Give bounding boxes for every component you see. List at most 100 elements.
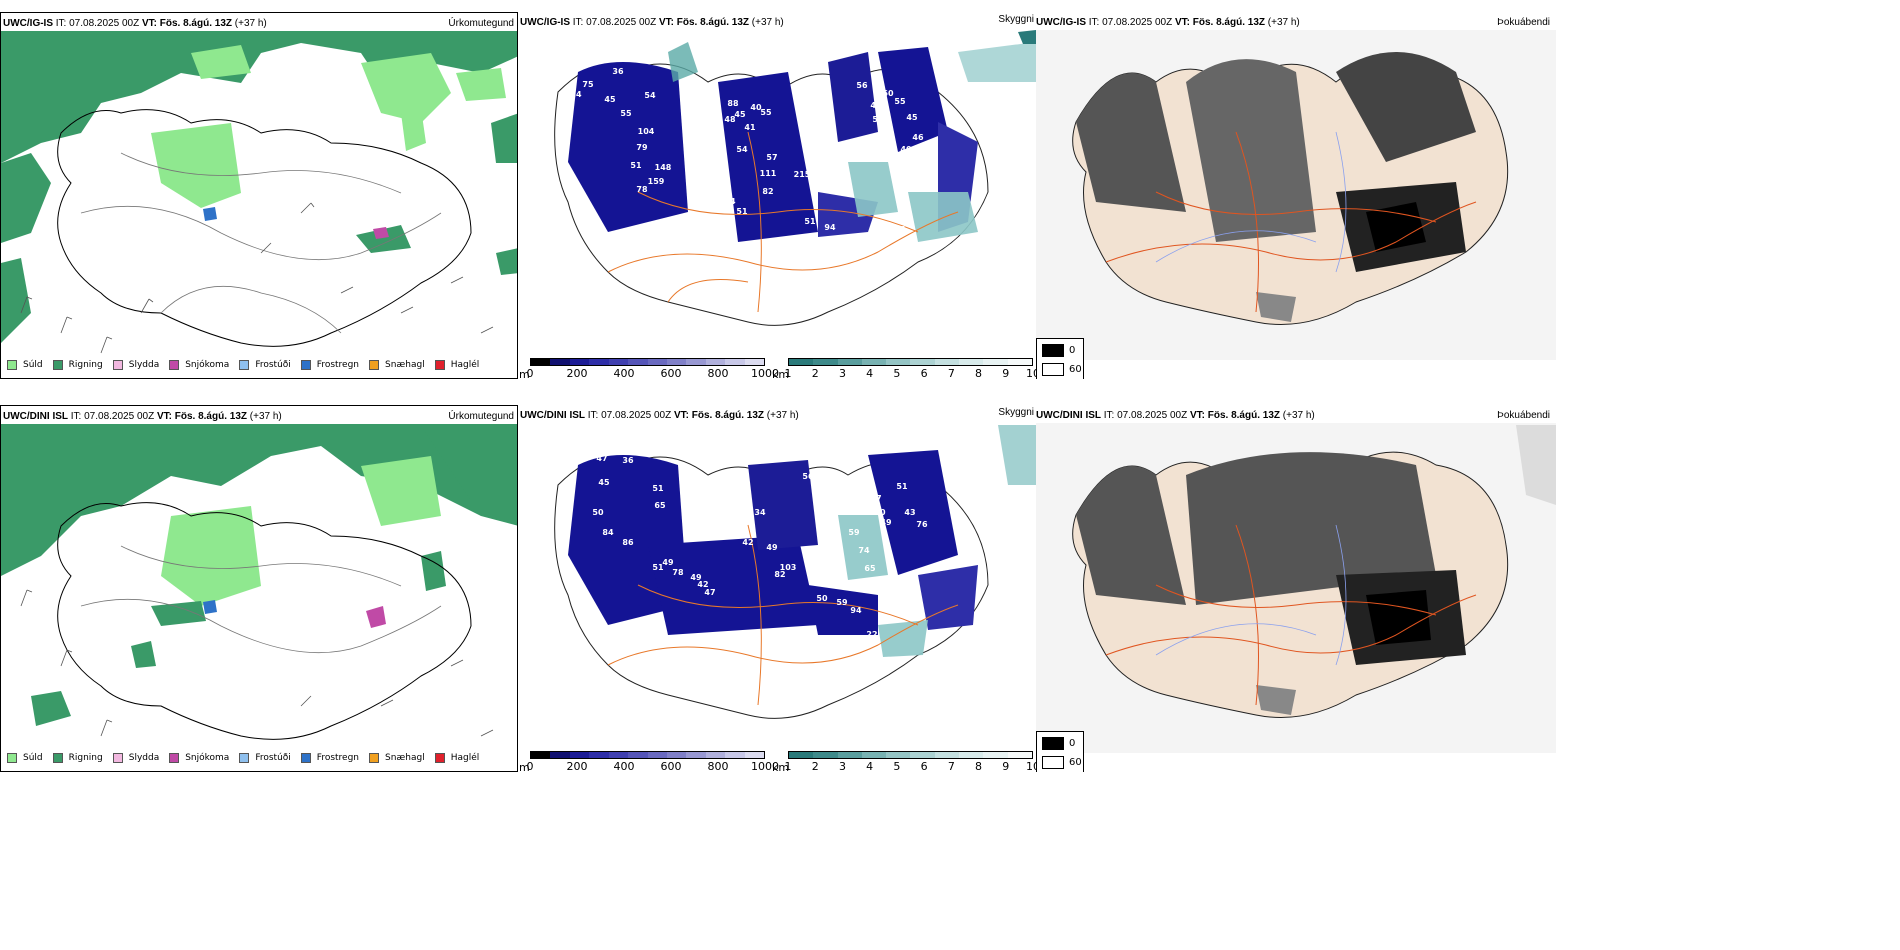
colorbar-cell (744, 752, 765, 758)
it-label: IT: (1088, 17, 1100, 28)
fog-legend-swatch (1042, 344, 1064, 357)
precip-type-map (1, 424, 517, 740)
legend-swatch (112, 360, 123, 370)
it-value: 07.08.2025 00Z (601, 410, 672, 421)
colorbar-cell (813, 359, 838, 365)
cloud-base-value-label: 74 (858, 546, 870, 555)
cloud-base-value-label: 37 (870, 494, 881, 503)
colorbar-tick: 1000 (751, 367, 779, 379)
colorbar-tick: 5 (893, 760, 901, 772)
cloud-base-value-label: 45 (598, 478, 610, 487)
fog-legend-swatch (1042, 756, 1064, 769)
legend-item: Frostúði (239, 360, 291, 370)
colorbar-cell (666, 752, 687, 758)
legend-label: Súld (23, 360, 43, 370)
colorbar-tick: 9 (1002, 367, 1010, 379)
legend-label: Snæhagl (385, 753, 425, 763)
legend-swatch (300, 753, 311, 763)
colorbar-cell (725, 752, 745, 758)
cloud-base-value-label: 65 (864, 564, 876, 573)
colorbar-cell (934, 752, 960, 758)
vt-label: VT: (1174, 17, 1190, 28)
colorbar-tick: 6 (920, 760, 928, 772)
it-label: IT: (587, 410, 599, 421)
legend-item: Rigning (52, 360, 103, 370)
cloud-base-value-label: 54 (736, 145, 748, 154)
cloud-base-value-label: 55 (620, 109, 632, 118)
legend-item: Súld (7, 360, 43, 370)
cloud-base-value-label: 50 (818, 91, 830, 100)
colorbar-cell (550, 359, 570, 365)
colorbar-cell (789, 359, 814, 365)
cloud-base-value-label: 41 (744, 123, 756, 132)
cloud-base-value-label: 82 (762, 187, 773, 196)
colorbar-tick: 3 (838, 367, 846, 379)
vt-value: Fös. 8.ágú. 13Z (159, 18, 232, 29)
cloud-base-value-label: 42 (697, 580, 708, 589)
colorbar-cell (910, 359, 935, 365)
legend-swatch (434, 360, 445, 370)
cloud-base-value-label: 54 (724, 197, 736, 206)
colorbar-tick: 4 (866, 367, 874, 379)
legend-item: Snæhagl (369, 360, 425, 370)
colorbar-tick: 4 (866, 760, 874, 772)
cloud-base-value-label: 40 (900, 145, 912, 154)
cloud-base-value-label: 181 (890, 225, 907, 234)
colorbar-cell (1007, 359, 1032, 365)
cloud-base-value-label: 45 (604, 95, 616, 104)
colorbar-cell (686, 359, 706, 365)
panel-header: UWC/IG-IS IT: 07.08.2025 00Z VT: Fös. 8.… (1036, 17, 1300, 29)
precip-type-panel-row2: UWC/DINI ISL IT: 07.08.2025 00Z VT: Fös.… (0, 405, 518, 772)
fog-legend-label: 0 (1069, 738, 1076, 749)
model-name: UWC/IG-IS (520, 17, 570, 28)
legend-label: Frostúði (255, 753, 291, 763)
colorbar-tick: 400 (613, 367, 635, 379)
fog-indicator-map (1036, 423, 1556, 753)
cloud-base-value-label: 50 (592, 508, 604, 517)
cloud-base-value-label: 70 (700, 171, 712, 180)
panel-header: UWC/IG-IS IT: 07.08.2025 00Z VT: Fös. 8.… (3, 18, 267, 30)
colorbar-cell (647, 752, 667, 758)
cloud-base-value-label: 86 (622, 538, 634, 547)
cloud-base-value-label: 51 (652, 484, 664, 493)
legend-item: Snjókoma (169, 753, 229, 763)
colorbar-cell (861, 359, 887, 365)
legend-label: Frostregn (316, 360, 360, 370)
cloud-base-value-label: 78 (636, 185, 648, 194)
vt-value: Fös. 8.ágú. 13Z (676, 17, 749, 28)
it-label: IT: (55, 18, 67, 29)
fog-indicator-map (1036, 30, 1556, 360)
panel-title: Úrkomutegund (448, 18, 514, 29)
legend-item: Frostregn (300, 753, 359, 763)
cloud-base-value-label: 51 (630, 161, 642, 170)
legend-swatch (239, 753, 250, 763)
model-name: UWC/DINI ISL (520, 410, 585, 421)
legend-swatch (52, 360, 63, 370)
legend-label: Haglél (450, 753, 480, 763)
cloud-base-value-label: 215 (794, 170, 811, 179)
lead-time: (+37 h) (249, 411, 282, 422)
legend-item: Slydda (112, 360, 159, 370)
colorbar-tick: 8 (975, 760, 983, 772)
it-label: IT: (572, 17, 584, 28)
cloud-base-value-label: 47 (596, 454, 607, 463)
cloud-base-value-label: 56 (802, 472, 814, 481)
fog-legend-item: 60 (1042, 756, 1082, 769)
cloud-base-value-label: 71 (824, 493, 836, 502)
cloud-base-value-label: 50 (816, 594, 828, 603)
cloud-base-value-label: 45 (906, 113, 918, 122)
cloud-base-value-label: 43 (904, 508, 915, 517)
legend-item: Frostregn (300, 360, 360, 370)
colorbar-tick: 1000 (751, 760, 779, 772)
fog-legend: 0 60 (1036, 338, 1084, 379)
cloud-base-value-label: 56 (856, 81, 868, 90)
visibility-colorbar: 1 2 3 4 5 6 7 8 9 10 km (772, 751, 1036, 772)
colorbar-cell (725, 359, 745, 365)
cloud-base-value-label: 47 (686, 133, 697, 142)
panel-header: UWC/IG-IS IT: 07.08.2025 00Z VT: Fös. 8.… (520, 17, 784, 29)
cloud-base-value-label: 55 (760, 108, 772, 117)
colorbar-tick: 800 (707, 760, 729, 772)
colorbar-tick: 3 (838, 760, 846, 772)
colorbar-tick: 200 (566, 760, 588, 772)
